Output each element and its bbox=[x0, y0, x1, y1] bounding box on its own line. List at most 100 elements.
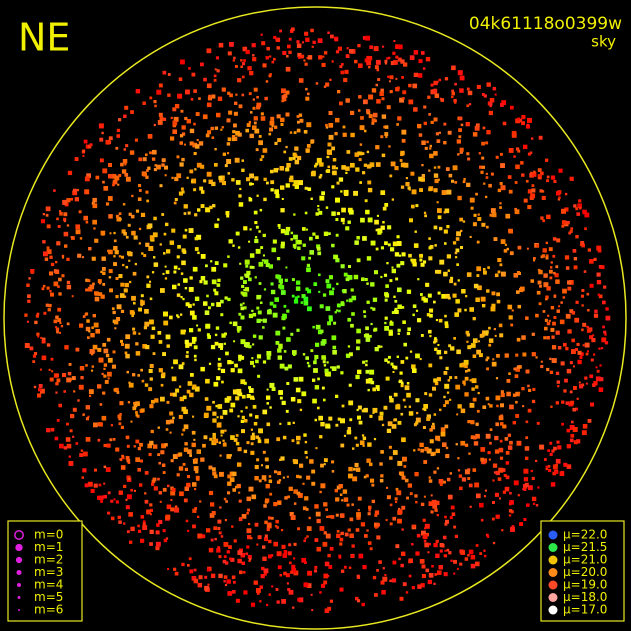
star bbox=[459, 147, 464, 152]
star bbox=[192, 340, 196, 344]
star bbox=[189, 392, 194, 398]
star bbox=[389, 279, 393, 283]
star bbox=[443, 404, 447, 407]
star bbox=[551, 449, 555, 453]
star bbox=[414, 230, 417, 233]
star bbox=[488, 458, 491, 461]
star bbox=[214, 261, 219, 265]
star bbox=[460, 440, 466, 446]
star bbox=[133, 235, 138, 240]
star bbox=[448, 173, 453, 178]
star bbox=[542, 310, 546, 313]
star bbox=[593, 313, 599, 318]
star bbox=[262, 63, 267, 68]
star bbox=[260, 464, 263, 467]
star bbox=[581, 304, 584, 307]
star bbox=[513, 155, 516, 158]
star bbox=[426, 140, 429, 144]
star bbox=[68, 363, 72, 366]
star bbox=[172, 123, 177, 128]
star bbox=[392, 371, 395, 373]
star bbox=[58, 292, 62, 296]
star bbox=[565, 347, 569, 351]
star bbox=[240, 59, 243, 62]
star bbox=[126, 494, 132, 500]
star bbox=[325, 206, 329, 209]
star bbox=[550, 261, 553, 264]
star bbox=[545, 158, 549, 162]
star bbox=[266, 181, 269, 185]
star bbox=[32, 360, 36, 363]
star bbox=[255, 359, 259, 364]
star bbox=[399, 371, 403, 375]
star bbox=[225, 500, 228, 503]
star bbox=[319, 304, 324, 309]
star bbox=[99, 403, 103, 406]
star bbox=[325, 279, 330, 284]
star bbox=[374, 270, 378, 274]
star bbox=[403, 162, 409, 168]
star bbox=[207, 583, 210, 586]
star bbox=[91, 326, 94, 329]
star bbox=[197, 582, 203, 588]
star bbox=[559, 319, 565, 325]
star bbox=[448, 344, 452, 348]
star bbox=[169, 315, 173, 320]
star bbox=[579, 384, 584, 389]
star bbox=[499, 202, 502, 205]
star bbox=[178, 267, 181, 270]
star bbox=[432, 422, 435, 426]
star bbox=[383, 273, 388, 277]
star bbox=[147, 166, 151, 170]
star bbox=[379, 91, 384, 96]
star bbox=[362, 565, 367, 570]
star bbox=[548, 319, 551, 322]
star bbox=[513, 367, 517, 371]
star bbox=[518, 391, 521, 394]
star bbox=[176, 314, 179, 317]
star bbox=[335, 50, 340, 54]
star bbox=[311, 481, 316, 486]
star bbox=[318, 415, 323, 421]
star bbox=[454, 181, 458, 184]
star bbox=[296, 328, 300, 332]
star bbox=[216, 69, 220, 73]
star bbox=[333, 321, 337, 325]
star bbox=[247, 554, 252, 559]
star bbox=[320, 329, 324, 333]
star bbox=[408, 99, 414, 105]
star bbox=[92, 219, 97, 225]
star bbox=[72, 407, 77, 412]
star bbox=[351, 544, 355, 548]
star bbox=[172, 107, 177, 112]
star bbox=[296, 128, 301, 133]
star bbox=[82, 315, 86, 318]
star bbox=[178, 385, 182, 388]
star bbox=[242, 571, 246, 574]
star bbox=[277, 471, 282, 476]
star bbox=[281, 99, 285, 103]
star bbox=[199, 500, 202, 503]
star bbox=[109, 232, 112, 235]
star bbox=[411, 364, 416, 369]
star bbox=[593, 353, 596, 356]
star bbox=[429, 335, 432, 338]
star bbox=[50, 262, 55, 267]
star bbox=[100, 294, 105, 299]
star bbox=[238, 104, 243, 109]
star bbox=[499, 439, 503, 443]
star bbox=[226, 118, 231, 123]
star bbox=[43, 251, 48, 257]
star bbox=[420, 502, 425, 507]
star bbox=[193, 438, 196, 441]
star bbox=[561, 224, 565, 228]
star bbox=[153, 256, 156, 259]
star bbox=[240, 306, 245, 311]
star bbox=[66, 377, 72, 383]
star bbox=[244, 287, 250, 292]
star bbox=[570, 433, 575, 438]
star bbox=[439, 259, 445, 265]
star bbox=[384, 293, 390, 298]
star bbox=[378, 415, 384, 421]
star bbox=[464, 469, 470, 475]
